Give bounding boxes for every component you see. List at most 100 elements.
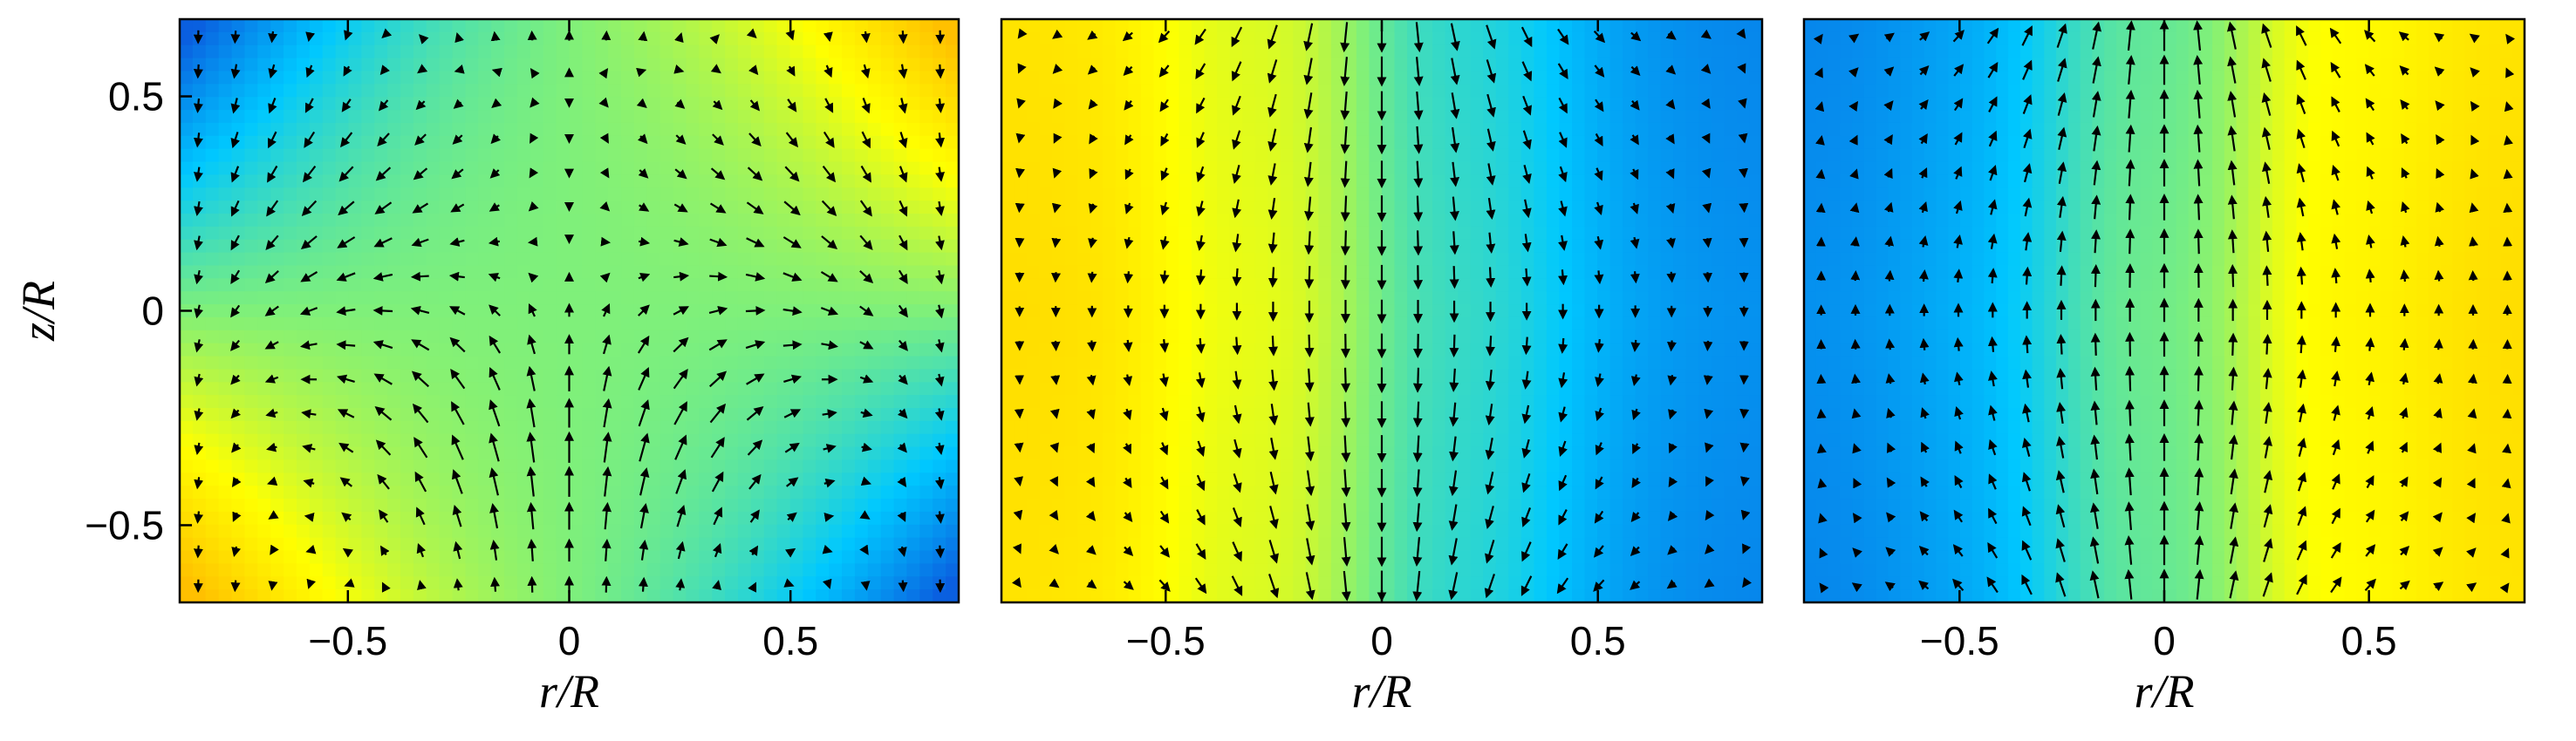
heatmap-cell [1140, 459, 1154, 473]
heatmap-cell [1027, 589, 1041, 603]
heatmap-cell [1534, 382, 1548, 396]
heatmap-cell [621, 239, 635, 254]
heatmap-cell [1280, 369, 1294, 383]
heatmap-cell [1115, 265, 1129, 279]
flow-arrow [381, 28, 393, 39]
heatmap-cell [919, 499, 933, 513]
heatmap-cell [1394, 420, 1408, 435]
heatmap-cell [1369, 201, 1383, 214]
heatmap-cell [867, 148, 882, 163]
heatmap-cell [829, 576, 843, 590]
heatmap-cell [659, 174, 674, 188]
heatmap-cell [556, 161, 571, 175]
flow-arrow [897, 476, 907, 488]
heatmap-cell [1217, 239, 1231, 254]
heatmap-cell [789, 226, 803, 241]
heatmap-cell [1115, 343, 1129, 357]
heatmap-cell [867, 330, 882, 344]
flow-arrow [304, 98, 314, 113]
heatmap-cell [569, 291, 583, 305]
heatmap-cell [842, 135, 856, 150]
heatmap-cell [543, 330, 557, 344]
flow-arrow [745, 340, 766, 350]
heatmap-cell [413, 84, 427, 98]
heatmap-cell [1382, 97, 1396, 111]
flow-arrow [823, 65, 833, 78]
heatmap-cell [673, 110, 687, 124]
heatmap-cell [296, 395, 311, 409]
heatmap-cell [1254, 148, 1268, 163]
heatmap-cell [1217, 589, 1231, 603]
heatmap-cell [180, 187, 194, 201]
heatmap-cell [387, 589, 401, 603]
heatmap-cell [1165, 135, 1180, 150]
heatmap-cell [1382, 71, 1396, 85]
heatmap-cell [1318, 214, 1332, 228]
heatmap-cell [322, 214, 337, 228]
heatmap-cell [348, 174, 362, 188]
heatmap-cell [699, 122, 713, 137]
heatmap-cell [906, 369, 920, 383]
heatmap-cell [1419, 433, 1433, 448]
flow-arrow [194, 201, 203, 217]
heatmap-cell [1128, 239, 1142, 254]
heatmap-cell [1140, 148, 1154, 163]
heatmap-cell [1508, 524, 1522, 539]
heatmap-cell [737, 239, 752, 254]
flow-arrow [372, 272, 393, 282]
heatmap-cell [1382, 226, 1396, 241]
heatmap-cell [491, 174, 505, 188]
heatmap-cell [1165, 226, 1180, 241]
heatmap-cell [1165, 524, 1180, 539]
heatmap-cell [1027, 31, 1041, 46]
heatmap-cell [842, 343, 856, 357]
heatmap-cell [270, 148, 284, 163]
heatmap-cell [400, 537, 414, 552]
heatmap-cell [1064, 576, 1078, 590]
flow-arrow [267, 165, 278, 183]
heatmap-cell [1027, 369, 1041, 383]
heatmap-cell [1039, 122, 1053, 137]
heatmap-cell [413, 420, 427, 435]
heatmap-cell [1280, 226, 1294, 241]
heatmap-cell [919, 97, 933, 111]
heatmap-cell [1039, 58, 1053, 72]
heatmap-cell [205, 408, 220, 422]
heatmap-cell [231, 291, 246, 305]
heatmap-cell [1483, 84, 1497, 98]
heatmap-cell [725, 19, 739, 33]
heatmap-cell [829, 356, 843, 370]
heatmap-cell [1179, 369, 1192, 383]
heatmap-cell [1293, 239, 1307, 254]
heatmap-cell [348, 44, 362, 59]
heatmap-cell [1192, 343, 1206, 357]
heatmap-cell [816, 382, 830, 396]
flow-arrow [377, 133, 390, 147]
heatmap-cell [439, 472, 454, 486]
heatmap-cell [1495, 511, 1509, 526]
heatmap-cell [1268, 278, 1281, 292]
heatmap-cell [1115, 589, 1129, 603]
heatmap-cell [309, 252, 324, 267]
heatmap-cell [1268, 291, 1281, 305]
heatmap-cell [504, 369, 518, 383]
heatmap-cell [1432, 161, 1446, 175]
heatmap-cell [348, 278, 362, 292]
heatmap-cell [1039, 84, 1053, 98]
heatmap-cell [504, 472, 518, 486]
heatmap-cell [257, 187, 271, 201]
heatmap-cell [842, 304, 856, 318]
heatmap-cell [1280, 44, 1294, 59]
heatmap-cell [789, 19, 803, 33]
heatmap-cell [1027, 148, 1041, 163]
heatmap-cell [673, 148, 687, 163]
heatmap-cell [309, 459, 324, 473]
heatmap-cell [322, 278, 337, 292]
heatmap-cell [400, 524, 414, 539]
heatmap-cell [906, 135, 920, 150]
heatmap-cell [919, 110, 933, 124]
flow-arrow [747, 439, 763, 456]
flow-arrow [230, 166, 240, 183]
heatmap-cell [1280, 239, 1294, 254]
heatmap-cell [1179, 58, 1192, 72]
